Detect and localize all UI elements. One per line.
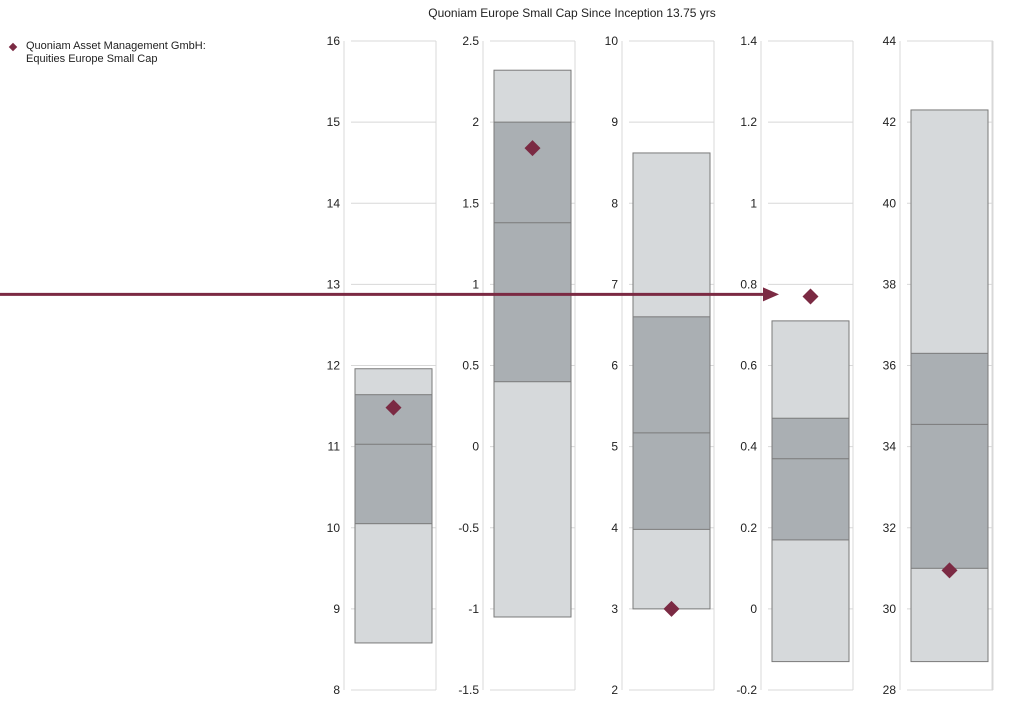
inner-percentile-band <box>493 121 572 383</box>
y-tick-label: 1.2 <box>740 115 757 129</box>
y-tick-label: 1.5 <box>462 196 479 210</box>
inner-percentile-band <box>632 316 711 530</box>
y-tick-label: 0.8 <box>740 277 757 291</box>
y-tick-label: 0.4 <box>740 440 757 454</box>
y-tick-label: 9 <box>333 602 340 616</box>
y-tick-label: 5 <box>611 440 618 454</box>
y-tick-label: 7 <box>611 277 618 291</box>
y-tick-label: 1.4 <box>740 34 757 48</box>
y-tick-label: 12 <box>327 359 341 373</box>
y-tick-label: 2 <box>611 683 618 697</box>
y-tick-label: 10 <box>327 521 341 535</box>
y-tick-label: 1 <box>750 196 757 210</box>
y-tick-label: 0 <box>750 602 757 616</box>
y-tick-label: 2 <box>472 115 479 129</box>
y-tick-label: 34 <box>883 440 897 454</box>
legend-label-line2: Equities Europe Small Cap <box>26 53 158 65</box>
y-tick-label: 42 <box>883 115 897 129</box>
manager-diamond-marker <box>802 288 819 305</box>
y-tick-label: 11 <box>328 440 341 454</box>
manager-diamond-marker <box>524 140 541 157</box>
inner-percentile-band <box>771 417 850 541</box>
y-tick-label: 32 <box>883 521 897 535</box>
inner-percentile-band <box>354 394 433 525</box>
y-tick-label: 36 <box>883 359 897 373</box>
inner-percentile-band <box>910 352 989 569</box>
y-tick-label: 13 <box>327 277 341 291</box>
y-tick-label: 8 <box>611 196 618 210</box>
annotation-arrow-head <box>763 287 779 302</box>
y-tick-label: 40 <box>883 196 897 210</box>
y-tick-label: 0.2 <box>740 521 757 535</box>
y-tick-label: 0.6 <box>740 359 757 373</box>
y-tick-label: -1.5 <box>458 683 479 697</box>
y-tick-label: 30 <box>883 602 897 616</box>
y-tick-label: -1 <box>468 602 479 616</box>
y-tick-label: 0.5 <box>462 359 479 373</box>
legend-label: Quoniam Asset Management GmbH: Equities … <box>26 40 206 66</box>
legend-item[interactable]: Quoniam Asset Management GmbH: Equities … <box>8 40 298 66</box>
y-tick-label: 6 <box>611 359 618 373</box>
legend-label-line1: Quoniam Asset Management GmbH: <box>26 40 206 52</box>
y-tick-label: 15 <box>327 115 341 129</box>
y-tick-label: 14 <box>327 196 341 210</box>
y-tick-label: 2.5 <box>462 34 479 48</box>
manager-diamond-marker <box>385 399 402 416</box>
y-tick-label: 38 <box>883 277 897 291</box>
y-tick-label: -0.2 <box>736 683 757 697</box>
y-tick-label: 3 <box>611 602 618 616</box>
y-tick-label: 0 <box>472 440 479 454</box>
legend: Quoniam Asset Management GmbH: Equities … <box>8 40 298 66</box>
y-tick-label: 1 <box>472 277 479 291</box>
y-tick-label: 10 <box>605 34 619 48</box>
y-tick-label: 44 <box>883 34 897 48</box>
y-tick-label: 4 <box>611 521 618 535</box>
y-tick-label: 16 <box>327 34 341 48</box>
chart-title: Quoniam Europe Small Cap Since Inception… <box>428 6 716 20</box>
y-tick-label: 8 <box>333 683 340 697</box>
manager-diamond-marker <box>941 562 958 579</box>
y-tick-label: 28 <box>883 683 897 697</box>
y-tick-label: 9 <box>611 115 618 129</box>
y-tick-label: -0.5 <box>458 521 479 535</box>
manager-diamond-marker <box>663 600 680 617</box>
